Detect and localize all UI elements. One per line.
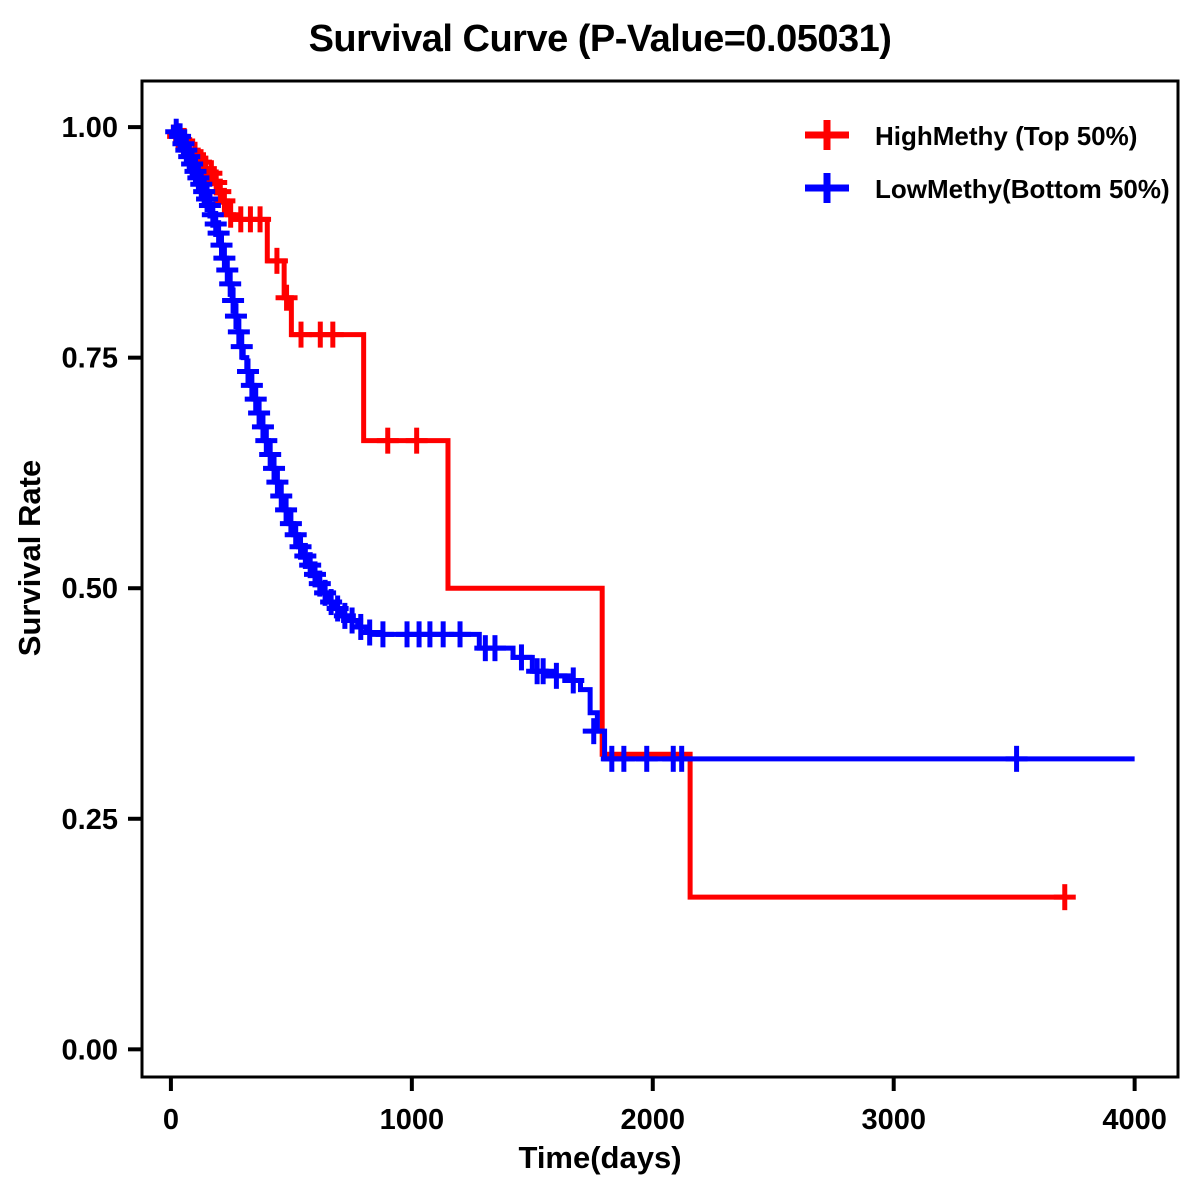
legend-item[interactable]: LowMethy(Bottom 50%) — [805, 173, 1170, 204]
legend-label: LowMethy(Bottom 50%) — [875, 174, 1170, 204]
x-axis-tick-label: 1000 — [380, 1104, 445, 1136]
x-axis-tick-label: 3000 — [861, 1104, 926, 1136]
page-title: Survival Curve (P-Value=0.05031) — [308, 18, 892, 60]
y-axis-tick-label: 0.25 — [62, 804, 118, 836]
x-axis-label: Time(days) — [518, 1140, 682, 1175]
legend-layer: HighMethy (Top 50%) LowMethy(Bottom 50%) — [805, 120, 1170, 204]
y-axis-tick-label: 0.75 — [62, 343, 118, 375]
legend-item[interactable]: HighMethy (Top 50%) — [805, 120, 1137, 151]
legend-label: HighMethy (Top 50%) — [875, 121, 1137, 151]
axes-layer: 0 1000 2000 3000 4000 0.00 0.25 0.50 0.75 1.00 — [62, 79, 1180, 1136]
x-axis-tick-label: 4000 — [1102, 1104, 1167, 1136]
y-axis-tick-label: 0.00 — [62, 1034, 118, 1066]
step-line — [170, 124, 1135, 762]
plot-frame — [140, 79, 1180, 1079]
series-low-methy — [165, 118, 1135, 772]
y-axis-tick-label: 0.50 — [62, 573, 118, 605]
series-layer — [165, 118, 1135, 911]
series-high-methy — [167, 123, 1076, 911]
x-axis-tick-label: 0 — [163, 1104, 179, 1136]
y-axis-tick-label: 1.00 — [62, 112, 118, 144]
step-line — [170, 124, 1065, 900]
x-axis-tick-label: 2000 — [621, 1104, 686, 1136]
